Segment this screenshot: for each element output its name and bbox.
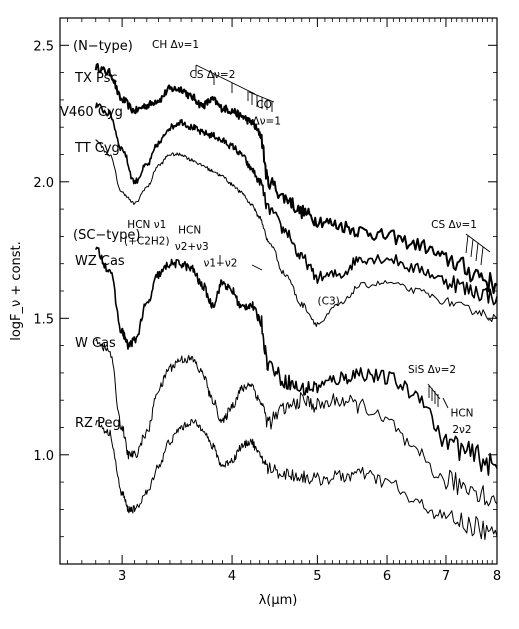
v1-v2-feature-marker [251,264,263,271]
y-axis-title: logF_ν + const. [9,241,24,341]
feature-annotation: ν2+ν3 [175,241,209,253]
x-tick-label: 7 [442,569,450,584]
feature-annotation: SiS Δν=2 [408,364,456,376]
star-label: RZ Peg [75,416,121,431]
feature-annotation: Δν=1 [252,115,281,127]
feature-annotation: CS Δν=2 [190,69,236,81]
feature-annotation: HCN [450,408,473,420]
star-label: V460 Cyg [60,105,123,120]
y-tick-label: 2.5 [33,39,54,54]
sis-feature-marker [427,383,441,407]
cs-dv2-feature-marker [248,91,275,112]
y-tick-label: 1.5 [33,312,54,327]
feature-annotation: 2ν2 [452,424,471,436]
spectrum-line [94,102,498,306]
feature-annotation: CS Δν=1 [431,219,477,231]
spectrum-line [95,338,498,507]
group-label: (N−type) [73,39,133,54]
x-tick-label: 3 [118,569,126,584]
y-axis: 1.0 1.5 2.0 2.5 [33,39,497,538]
feature-annotation: CO [256,99,272,111]
spectrum-line [95,419,498,541]
feature-annotation: HCN [178,225,201,237]
feature-annotation: (+C2H2) [124,236,170,248]
x-tick-label: 4 [228,569,236,584]
feature-annotations: CH Δν=1 CS Δν=2 CO Δν=1 HCN ν1 (+C2H2) HCN ν2+ν… [124,39,477,436]
spectra-series [94,63,498,541]
x-tick-label: 5 [313,569,321,584]
ch-feature-marker [195,64,256,101]
feature-annotation: ν1−ν2 [203,257,237,269]
star-label: TT Cyg [74,141,120,156]
star-label: W Cas [75,336,116,351]
spectrum-line [94,246,498,476]
y-tick-label: 1.0 [33,449,54,464]
star-labels: TX Psc V460 Cyg TT Cyg WZ Cas W Cas RZ Peg (N−… [60,39,140,431]
y-tick-label: 2.0 [33,176,54,191]
x-tick-label: 8 [493,569,501,584]
hcn-2v2-feature-marker [442,397,449,409]
feature-annotation: HCN ν1 [127,219,166,231]
x-axis-title: λ(μm) [259,593,298,608]
star-label: WZ Cas [75,254,125,269]
spectrum-line [95,139,498,327]
feature-marks [195,64,491,409]
x-tick-label: 6 [383,569,391,584]
spectrum-line [94,63,498,295]
feature-annotation: (C3) [318,296,340,308]
x-axis: 3 4 5 6 7 8 [67,18,501,584]
group-label: (SC−type) [73,228,140,243]
feature-annotation: CH Δν=1 [152,39,199,51]
star-label: TX Psc [74,71,118,86]
cs-dv1-feature-marker [465,233,491,266]
